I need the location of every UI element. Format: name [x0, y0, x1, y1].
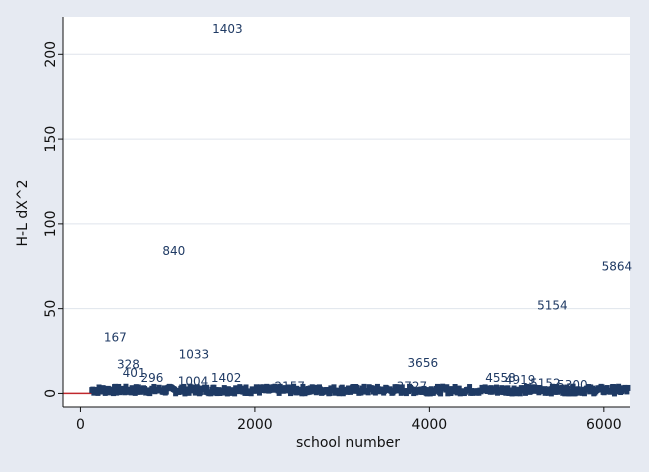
- data-point: [232, 390, 238, 397]
- data-point: [365, 389, 371, 396]
- point-label: 4919: [505, 373, 536, 387]
- data-point: [570, 383, 576, 390]
- data-point: [116, 383, 122, 390]
- point-label: 167: [104, 330, 127, 344]
- point-label: 5152: [530, 376, 561, 390]
- data-point: [565, 385, 571, 392]
- plot-area: [63, 17, 630, 407]
- data-point: [361, 383, 367, 390]
- data-point: [337, 389, 343, 396]
- point-label: 2157: [275, 380, 306, 394]
- data-point: [181, 383, 187, 390]
- data-point: [526, 384, 532, 391]
- data-point: [562, 390, 568, 397]
- data-point: [399, 384, 405, 391]
- data-point: [522, 389, 528, 396]
- dense-points: [89, 383, 631, 397]
- data-point: [456, 385, 462, 392]
- data-point: [312, 384, 318, 391]
- x-tick-label: 2000: [237, 417, 273, 433]
- data-point: [197, 389, 203, 396]
- data-point: [358, 389, 364, 396]
- data-point: [204, 384, 210, 391]
- data-point: [532, 384, 538, 391]
- data-point: [608, 388, 614, 395]
- data-point: [599, 384, 605, 391]
- data-point: [299, 390, 305, 397]
- point-label: 1403: [212, 22, 243, 36]
- data-point: [444, 384, 450, 391]
- data-point: [331, 384, 337, 391]
- data-point: [509, 390, 515, 397]
- x-tick-label: 0: [76, 417, 85, 433]
- point-label: 5300: [557, 378, 588, 392]
- data-point: [428, 386, 434, 393]
- data-point: [454, 389, 460, 396]
- y-axis-title: H-L dX^2: [15, 180, 31, 247]
- data-point: [424, 390, 430, 397]
- data-point: [294, 385, 300, 392]
- y-tick-label: 100: [43, 211, 59, 238]
- data-point: [548, 390, 554, 397]
- data-point: [256, 389, 262, 396]
- data-point: [372, 389, 378, 396]
- x-axis-title: school number: [296, 435, 400, 451]
- data-point: [192, 389, 198, 396]
- point-label: 296: [141, 371, 164, 385]
- data-point: [194, 384, 200, 391]
- data-point: [590, 385, 596, 392]
- point-label: 1033: [179, 347, 210, 361]
- grid: [63, 53, 630, 395]
- data-point: [276, 389, 282, 396]
- point-label: 328: [117, 358, 140, 372]
- data-point: [243, 384, 249, 391]
- point-label: 4558: [485, 371, 516, 385]
- data-point: [498, 388, 504, 395]
- x-tick-label: 4000: [412, 417, 448, 433]
- data-point: [113, 383, 119, 390]
- data-point: [208, 390, 214, 397]
- data-point: [300, 383, 306, 390]
- point-label: 840: [162, 244, 185, 258]
- data-point: [151, 383, 157, 390]
- data-point: [163, 388, 169, 395]
- data-point: [123, 383, 129, 390]
- x-tick-label: 6000: [586, 417, 622, 433]
- data-point: [625, 384, 631, 391]
- point-label: 3727: [397, 380, 428, 394]
- data-point: [95, 389, 101, 396]
- point-label: 401: [123, 366, 146, 380]
- y-tick-label: 200: [43, 41, 59, 68]
- data-point: [624, 388, 630, 395]
- point-label: 1402: [211, 371, 242, 385]
- point-label: 5154: [537, 298, 568, 312]
- point-label: 3656: [408, 356, 439, 370]
- data-point: [467, 384, 473, 391]
- data-point: [221, 385, 227, 392]
- point-label: 1004: [178, 375, 209, 389]
- data-point: [438, 390, 444, 397]
- data-point: [111, 390, 117, 397]
- point-label: 5864: [602, 259, 633, 273]
- data-point: [614, 388, 620, 395]
- y-tick-label: 50: [43, 300, 59, 318]
- data-point: [436, 384, 442, 391]
- ticks: 0 2000 4000 6000 0 50 100 150 200: [43, 41, 622, 433]
- data-point: [610, 383, 616, 390]
- data-point: [559, 384, 565, 391]
- data-point: [581, 390, 587, 397]
- data-point: [161, 385, 167, 392]
- y-tick-label: 0: [43, 389, 59, 398]
- y-tick-label: 150: [43, 126, 59, 153]
- data-point: [406, 388, 412, 395]
